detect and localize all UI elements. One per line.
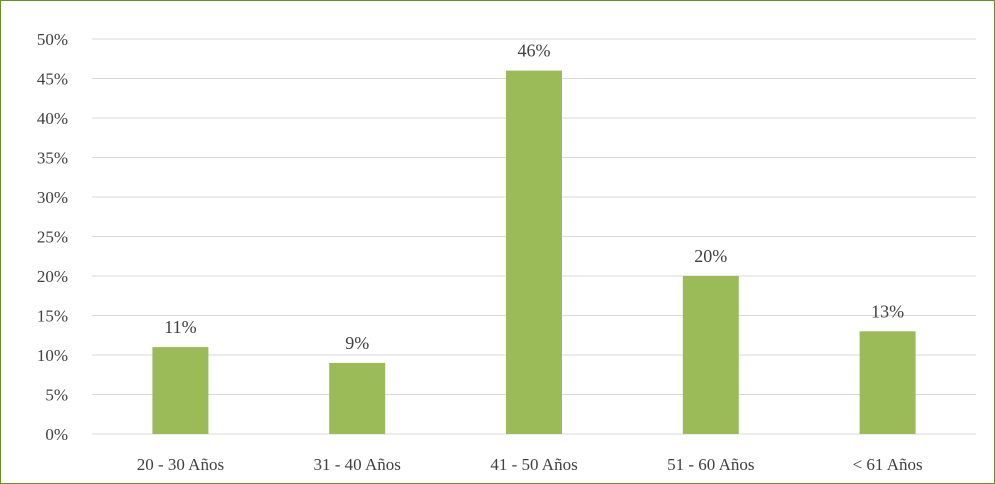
y-tick-label: 40%	[37, 109, 68, 128]
data-label: 20%	[694, 246, 727, 266]
y-tick-label: 35%	[37, 149, 68, 168]
y-tick-label: 50%	[37, 30, 68, 49]
data-label: 13%	[871, 301, 904, 321]
bars	[152, 71, 915, 434]
bar	[152, 347, 208, 434]
y-tick-label: 45%	[37, 70, 68, 89]
y-tick-label: 25%	[37, 228, 68, 247]
x-tick-label: < 61 Años	[853, 455, 923, 474]
data-label: 11%	[164, 317, 196, 337]
bar	[683, 276, 739, 434]
x-tick-label: 31 - 40 Años	[314, 455, 401, 474]
x-tick-label: 20 - 30 Años	[137, 455, 224, 474]
bar	[506, 71, 562, 434]
y-tick-label: 15%	[37, 307, 68, 326]
y-tick-label: 5%	[45, 386, 68, 405]
y-tick-label: 0%	[45, 425, 68, 444]
data-label: 46%	[518, 41, 551, 61]
bar	[329, 363, 385, 434]
y-tick-label: 30%	[37, 188, 68, 207]
y-tick-label: 10%	[37, 346, 68, 365]
bar	[860, 331, 916, 434]
x-tick-label: 41 - 50 Años	[490, 455, 577, 474]
x-tick-label: 51 - 60 Años	[667, 455, 754, 474]
y-axis-ticks: 0% 5% 10% 15% 20% 25% 30% 35% 40% 45% 50%	[37, 30, 68, 444]
x-axis-ticks: 20 - 30 Años 31 - 40 Años 41 - 50 Años 51 -…	[137, 455, 923, 474]
y-tick-label: 20%	[37, 267, 68, 286]
data-label: 9%	[345, 333, 369, 353]
